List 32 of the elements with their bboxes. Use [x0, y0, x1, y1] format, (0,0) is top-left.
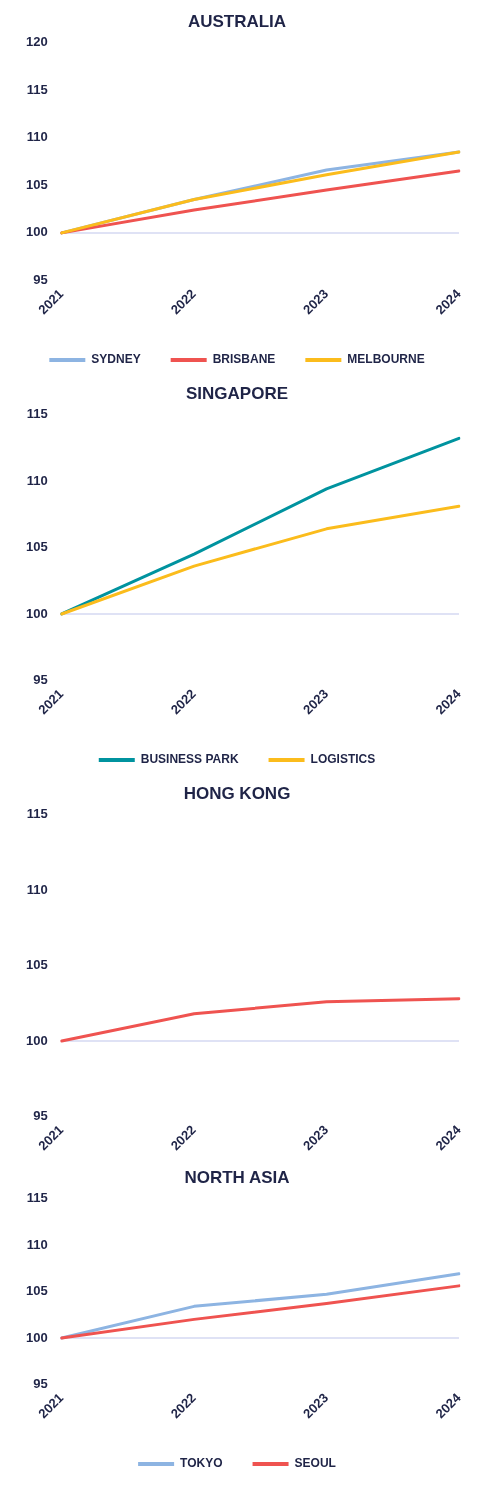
- legend-label: SEOUL: [294, 1456, 336, 1471]
- y-tick-label: 115: [26, 81, 48, 97]
- y-tick-label: 110: [26, 472, 48, 488]
- legend-label: TOKYO: [180, 1456, 223, 1471]
- chart-title: NORTH ASIA: [184, 1167, 290, 1187]
- y-tick-label: 95: [33, 672, 48, 688]
- y-tick-label: 95: [33, 272, 48, 288]
- legend-label: BUSINESS PARK: [140, 752, 239, 767]
- chart-title: HONG KONG: [183, 783, 291, 803]
- chart-title: SINGAPORE: [185, 383, 289, 403]
- y-tick-label: 115: [26, 405, 48, 421]
- y-tick-label: 105: [25, 1283, 48, 1299]
- y-tick-label: 100: [25, 224, 48, 240]
- legend-label: LOGISTICS: [310, 752, 376, 767]
- y-tick-label: 115: [26, 1189, 48, 1205]
- y-tick-label: 105: [25, 539, 48, 555]
- y-tick-label: 95: [33, 1376, 48, 1392]
- y-tick-label: 115: [26, 805, 48, 821]
- y-tick-label: 95: [33, 1108, 48, 1124]
- y-tick-label: 110: [26, 881, 48, 897]
- legend-label: SYDNEY: [91, 352, 141, 367]
- y-tick-label: 100: [25, 1329, 48, 1345]
- y-tick-label: 100: [25, 605, 48, 621]
- y-tick-label: 120: [25, 33, 48, 49]
- y-tick-label: 105: [25, 176, 48, 192]
- legend-label: MELBOURNE: [347, 352, 425, 367]
- y-tick-label: 100: [25, 1032, 48, 1048]
- y-tick-label: 110: [26, 129, 48, 145]
- chart-title: AUSTRALIA: [187, 11, 287, 31]
- y-tick-label: 110: [26, 1236, 48, 1252]
- legend-label: BRISBANE: [212, 352, 276, 367]
- y-tick-label: 105: [25, 957, 48, 973]
